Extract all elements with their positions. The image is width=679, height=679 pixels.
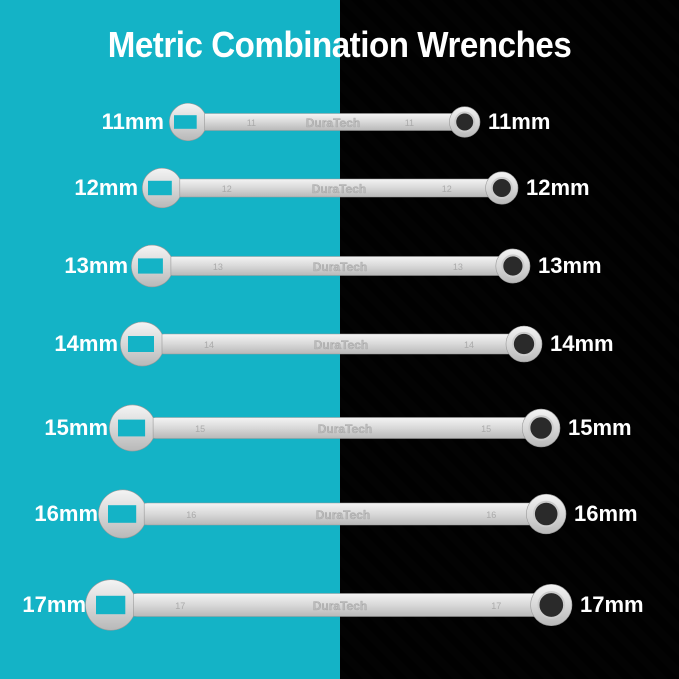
- size-stamp: 15: [195, 424, 205, 434]
- size-label-left: 17mm: [22, 592, 86, 617]
- size-label-left: 12mm: [74, 175, 138, 200]
- size-label-right: 14mm: [550, 331, 614, 356]
- jaw-opening: [128, 336, 154, 352]
- brand-stamp: DuraTech: [316, 508, 370, 522]
- size-label-right: 17mm: [580, 592, 644, 617]
- size-label-left: 15mm: [44, 415, 108, 440]
- size-stamp: 15: [481, 424, 491, 434]
- size-stamp: 16: [486, 510, 496, 520]
- wrench-15mm: 15 15 DuraTech: [109, 404, 561, 452]
- jaw-opening: [108, 505, 137, 523]
- size-stamp: 13: [453, 262, 463, 272]
- jaw-opening: [138, 258, 163, 274]
- size-stamp: 17: [491, 601, 501, 611]
- wrench-13mm: 13 13 DuraTech: [131, 244, 531, 288]
- size-label-right: 13mm: [538, 253, 602, 278]
- size-stamp: 16: [186, 510, 196, 520]
- brand-stamp: DuraTech: [306, 116, 360, 130]
- size-label-right: 15mm: [568, 415, 632, 440]
- size-stamp: 17: [175, 601, 185, 611]
- jaw-opening: [174, 115, 197, 129]
- size-label-right: 11mm: [488, 109, 551, 134]
- size-label-right: 12mm: [526, 175, 590, 200]
- size-stamp: 12: [222, 184, 232, 194]
- size-stamp: 11: [405, 118, 414, 128]
- size-label-right: 16mm: [574, 501, 638, 526]
- wrench-16mm: 16 16 DuraTech: [98, 489, 567, 539]
- brand-stamp: DuraTech: [318, 422, 372, 436]
- size-stamp: 14: [204, 340, 214, 350]
- jaw-opening: [118, 419, 146, 437]
- size-stamp: 14: [464, 340, 474, 350]
- brand-stamp: DuraTech: [313, 599, 367, 613]
- brand-stamp: DuraTech: [312, 182, 366, 196]
- jaw-opening: [148, 180, 172, 196]
- wrench-12mm: 12 12 DuraTech: [142, 167, 519, 209]
- size-label-left: 16mm: [34, 501, 98, 526]
- size-stamp: 11: [247, 118, 256, 128]
- brand-stamp: DuraTech: [313, 260, 367, 274]
- size-label-left: 11mm: [101, 109, 164, 134]
- wrench-11mm: 11 11 DuraTech: [169, 103, 481, 141]
- brand-stamp: DuraTech: [314, 338, 368, 352]
- size-stamp: 12: [442, 184, 452, 194]
- wrench-17mm: 17 17 DuraTech: [85, 579, 573, 631]
- size-stamp: 13: [213, 262, 223, 272]
- page-title: Metric Combination Wrenches: [107, 24, 572, 65]
- size-label-left: 13mm: [64, 253, 128, 278]
- jaw-opening: [96, 595, 126, 615]
- size-label-left: 14mm: [54, 331, 118, 356]
- wrench-14mm: 14 14 DuraTech: [120, 321, 543, 367]
